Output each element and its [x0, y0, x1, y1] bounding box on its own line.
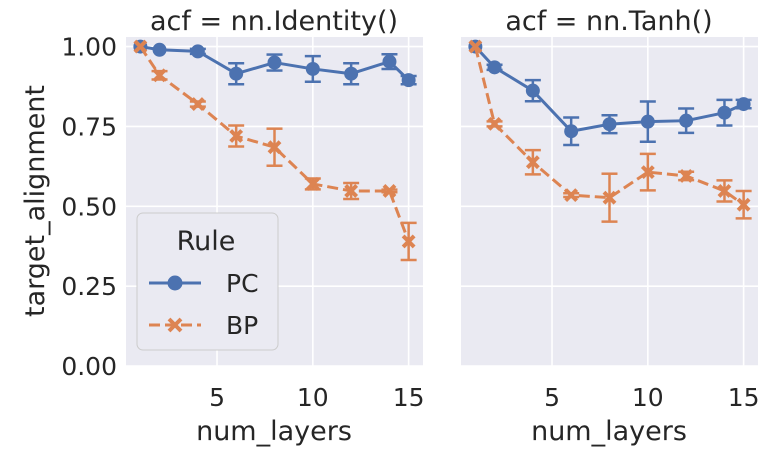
- pc-point: [344, 66, 359, 81]
- pc-point: [190, 44, 205, 59]
- pc-point: [305, 61, 320, 76]
- panel-title-tanh: acf = nn.Tanh(): [505, 6, 712, 37]
- pc-point: [564, 124, 579, 139]
- legend-box: [136, 212, 279, 351]
- x-tick-label-tanh: 10: [632, 383, 664, 412]
- panel-tanh: acf = nn.Tanh() num_layers 5 10 15: [461, 6, 760, 447]
- bp-point: [267, 140, 282, 155]
- pc-point: [736, 97, 751, 112]
- bp-point-stroke: [133, 39, 148, 54]
- bp-point-stroke: [717, 184, 732, 198]
- x-tick-label-tanh: 15: [728, 383, 760, 412]
- bp-point: [152, 68, 167, 83]
- y-axis-label: target_alignment: [20, 85, 51, 317]
- x-tick-label-identity: 5: [209, 383, 225, 412]
- y-tick-label: 0.50: [61, 192, 117, 221]
- bp-point: [679, 169, 694, 183]
- series-tanh: [468, 39, 752, 223]
- y-tick-label: 0.00: [61, 352, 117, 381]
- bp-point-stroke: [679, 169, 694, 183]
- bp-point: [564, 188, 579, 203]
- y-tick-label: 0.25: [61, 272, 117, 301]
- bp-point: [344, 184, 359, 198]
- legend-title: Rule: [177, 226, 236, 257]
- grid-identity: [126, 37, 423, 367]
- bp-point-stroke: [305, 177, 320, 191]
- bp-point-stroke: [229, 129, 244, 143]
- bp-point-stroke: [152, 68, 167, 83]
- y-tick-label: 0.75: [61, 112, 117, 141]
- bp-point: [602, 190, 617, 205]
- series-identity: [133, 39, 417, 262]
- bp-series-line: [473, 46, 745, 206]
- x-tick-label-tanh: 5: [544, 383, 560, 412]
- bp-point: [487, 116, 502, 131]
- bp-point: [525, 155, 540, 170]
- bp-point-stroke: [468, 39, 483, 54]
- bp-point: [401, 234, 416, 249]
- bp-point-stroke: [602, 190, 617, 205]
- bp-point-stroke: [525, 155, 540, 170]
- y-tick-label: 1.00: [61, 33, 117, 62]
- bp-point: [133, 39, 148, 54]
- bp-point: [736, 197, 751, 212]
- legend-bp-label: BP: [226, 311, 258, 340]
- y-ticks: 0.00 0.25 0.50 0.75 1.00: [61, 33, 117, 381]
- x-ticks-tanh: 5 10 15: [544, 383, 759, 412]
- bp-point-stroke: [640, 165, 655, 180]
- grid-tanh: [461, 37, 758, 367]
- bp-point: [305, 177, 320, 191]
- bp-point-stroke: [344, 184, 359, 198]
- bp-point: [382, 184, 397, 198]
- bp-point: [229, 129, 244, 143]
- bp-point-stroke: [190, 97, 205, 111]
- bp-point: [640, 165, 655, 180]
- legend: Rule PC BP: [136, 212, 279, 351]
- pc-point: [487, 60, 502, 75]
- pc-point: [525, 83, 540, 98]
- bp-point: [190, 97, 205, 111]
- pc-point: [679, 113, 694, 128]
- pc-point: [229, 66, 244, 81]
- legend-pc-label: PC: [226, 269, 259, 298]
- pc-point: [640, 114, 655, 129]
- pc-point: [717, 105, 732, 120]
- x-tick-label-identity: 15: [393, 383, 425, 412]
- bp-point-stroke: [401, 234, 416, 249]
- bp-point-stroke: [267, 140, 282, 155]
- pc-point: [382, 54, 397, 69]
- x-axis-label-identity: num_layers: [196, 416, 352, 447]
- x-tick-label-identity: 10: [297, 383, 329, 412]
- bp-point-stroke: [487, 116, 502, 131]
- bp-point: [717, 184, 732, 198]
- x-ticks-identity: 5 10 15: [209, 383, 424, 412]
- bp-series-line: [139, 45, 411, 242]
- pc-point: [267, 55, 282, 70]
- pc-point: [602, 117, 617, 132]
- pc-point: [401, 73, 416, 88]
- pc-point: [152, 42, 167, 57]
- bp-point-stroke: [736, 197, 751, 212]
- legend-pc-marker: [167, 275, 183, 291]
- legend-bp-marker: [167, 317, 183, 333]
- bp-point-stroke: [564, 188, 579, 203]
- x-axis-label-tanh: num_layers: [531, 416, 687, 447]
- bp-point: [468, 39, 483, 54]
- panel-title-identity: acf = nn.Identity(): [150, 6, 398, 37]
- bp-point-stroke: [382, 184, 397, 198]
